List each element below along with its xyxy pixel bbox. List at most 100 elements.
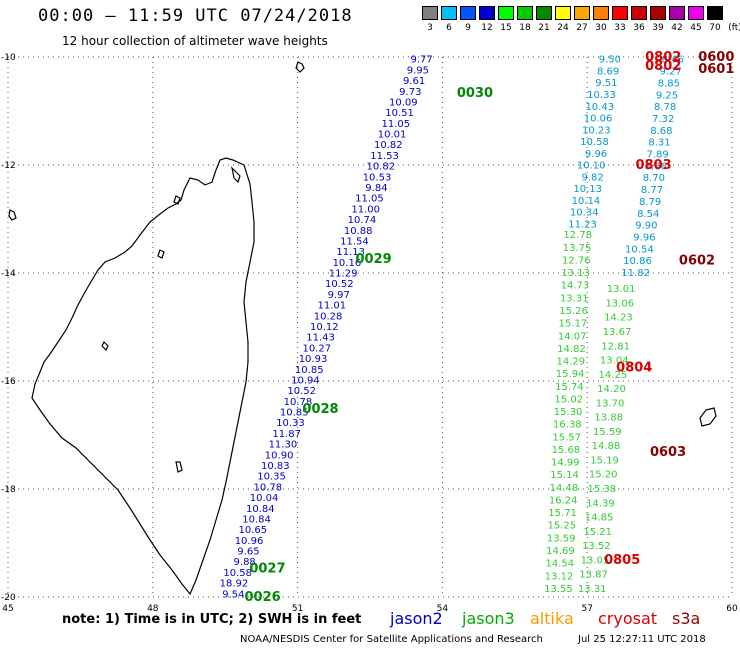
wave-height-value: 11.30 [269, 440, 298, 451]
wave-height-value: 9.65 [237, 547, 259, 558]
pass-time-label: 0026 [245, 590, 281, 605]
wave-height-value: 8.78 [654, 102, 676, 113]
wave-height-value: 10.52 [287, 386, 316, 397]
islet-coastline [175, 461, 183, 473]
wave-height-value: 8.68 [650, 126, 672, 137]
wave-height-value: 14.82 [557, 344, 586, 355]
wave-height-value: 10.06 [584, 114, 613, 125]
scale-label: 6 [446, 23, 452, 33]
wave-height-value: 9.51 [595, 78, 617, 89]
wave-height-value: 10.82 [374, 140, 403, 151]
wave-height-value: 10.28 [314, 311, 343, 322]
wave-height-value: 10.27 [302, 343, 331, 354]
axis-tick-labels: 45 48 51 54 57 60 -10 -12 -14 -16 -18 -20 [1, 53, 738, 614]
scale-swatch [517, 6, 533, 20]
scale-label: 39 [652, 23, 664, 33]
wave-height-value: 12.76 [562, 255, 591, 266]
wave-height-value: 15.30 [554, 407, 583, 418]
wave-height-value: 13.75 [563, 243, 592, 254]
scale-swatch [612, 6, 628, 20]
wave-height-value: 10.78 [254, 482, 283, 493]
wave-height-value: 9.54 [222, 589, 244, 600]
wave-height-value: 13.59 [547, 533, 576, 544]
wave-height-value: 18.92 [220, 579, 249, 590]
scale-label: 3 [427, 23, 433, 33]
scale-swatch [479, 6, 495, 20]
wave-height-value: 12.81 [601, 341, 630, 352]
wave-height-value: 13.04 [600, 356, 629, 367]
scale-swatch [555, 6, 571, 20]
wave-height-value: 10.52 [325, 279, 354, 290]
pass-time-label: 0030 [457, 86, 493, 101]
wave-height-value: 14.07 [558, 331, 587, 342]
wave-height-value: 14.88 [592, 441, 621, 452]
legend-jason2: jason2 [390, 609, 443, 628]
y-tick-label: -20 [1, 593, 16, 603]
scale-swatch [422, 6, 438, 20]
y-tick-label: -16 [1, 377, 16, 387]
wave-height-value: 15.26 [559, 306, 588, 317]
wave-height-value: 8.77 [641, 185, 663, 196]
wave-height-value: 16.24 [549, 495, 578, 506]
wave-height-value: 15.19 [590, 455, 619, 466]
wave-height-value: 9.96 [633, 232, 655, 243]
wave-height-value: 11.54 [340, 236, 369, 247]
wave-height-value: 14.54 [545, 559, 574, 570]
scale-label: 30 [595, 23, 607, 33]
map-grid [7, 56, 733, 598]
y-tick-label: -12 [1, 161, 16, 171]
scale-swatch [707, 6, 723, 20]
wave-height-value: 10.78 [284, 397, 313, 408]
wave-height-value: 10.96 [235, 536, 264, 547]
y-tick-label: -18 [1, 485, 16, 495]
wave-height-value: 13.05 [581, 555, 610, 566]
wave-height-value: 10.88 [344, 226, 373, 237]
wave-height-value: 11.43 [306, 333, 335, 344]
wave-height-value: 9.50 [599, 55, 621, 66]
wave-height-value: 10.58 [580, 137, 609, 148]
wave-height-value: 10.53 [363, 172, 392, 183]
islet-coastline [699, 407, 717, 427]
scale-swatch [669, 6, 685, 20]
wave-height-value: 10.84 [246, 504, 275, 515]
wave-height-value: 11.01 [318, 301, 347, 312]
chart-title: 00:00 – 11:59 UTC 07/24/2018 [38, 6, 353, 26]
wave-height-value: 15.59 [593, 427, 622, 438]
madagascar-coastline [31, 157, 255, 596]
wave-height-value: 15.74 [555, 382, 584, 393]
wave-height-value: 11.13 [336, 247, 365, 258]
wave-height-value: 8.70 [643, 173, 665, 184]
wave-height-value: 13.88 [594, 413, 623, 424]
scale-swatch [650, 6, 666, 20]
wave-height-value: 9.61 [403, 76, 425, 87]
wave-height-value: 11.53 [370, 151, 399, 162]
scale-label: 24 [557, 23, 569, 33]
wave-height-value: 14.99 [551, 458, 580, 469]
wave-height-value: 10.51 [385, 108, 414, 119]
wave-height-value: 10.34 [570, 208, 599, 219]
wave-height-value: 10.12 [310, 322, 339, 333]
scale-label: 42 [671, 23, 683, 33]
wave-height-value: 9.90 [635, 221, 657, 232]
wave-height-value: 10.74 [348, 215, 377, 226]
wave-height-value: 11.87 [272, 429, 301, 440]
wave-height-value: 14.25 [599, 370, 628, 381]
wave-height-value: 10.33 [587, 90, 616, 101]
pass-time-label: 0600 [698, 50, 734, 65]
scale-label: 15 [500, 23, 512, 33]
islet-coastline [157, 249, 165, 259]
wave-height-value: 10.85 [280, 408, 309, 419]
wave-height-value: 7.32 [652, 114, 674, 125]
wave-height-value: 8.54 [637, 209, 659, 220]
wave-height-value: 10.43 [585, 102, 614, 113]
pass-time-label: 0802 [645, 50, 681, 65]
wave-height-value: 14.29 [556, 357, 585, 368]
wave-height-value: 10.90 [265, 450, 294, 461]
wave-height-value: 8.66 [645, 161, 667, 172]
wave-height-value: 10.14 [572, 196, 601, 207]
wave-height-value: 15.14 [550, 470, 579, 481]
pass-time-label: 0805 [604, 553, 640, 568]
chart-subtitle: 12 hour collection of altimeter wave hei… [62, 34, 328, 48]
